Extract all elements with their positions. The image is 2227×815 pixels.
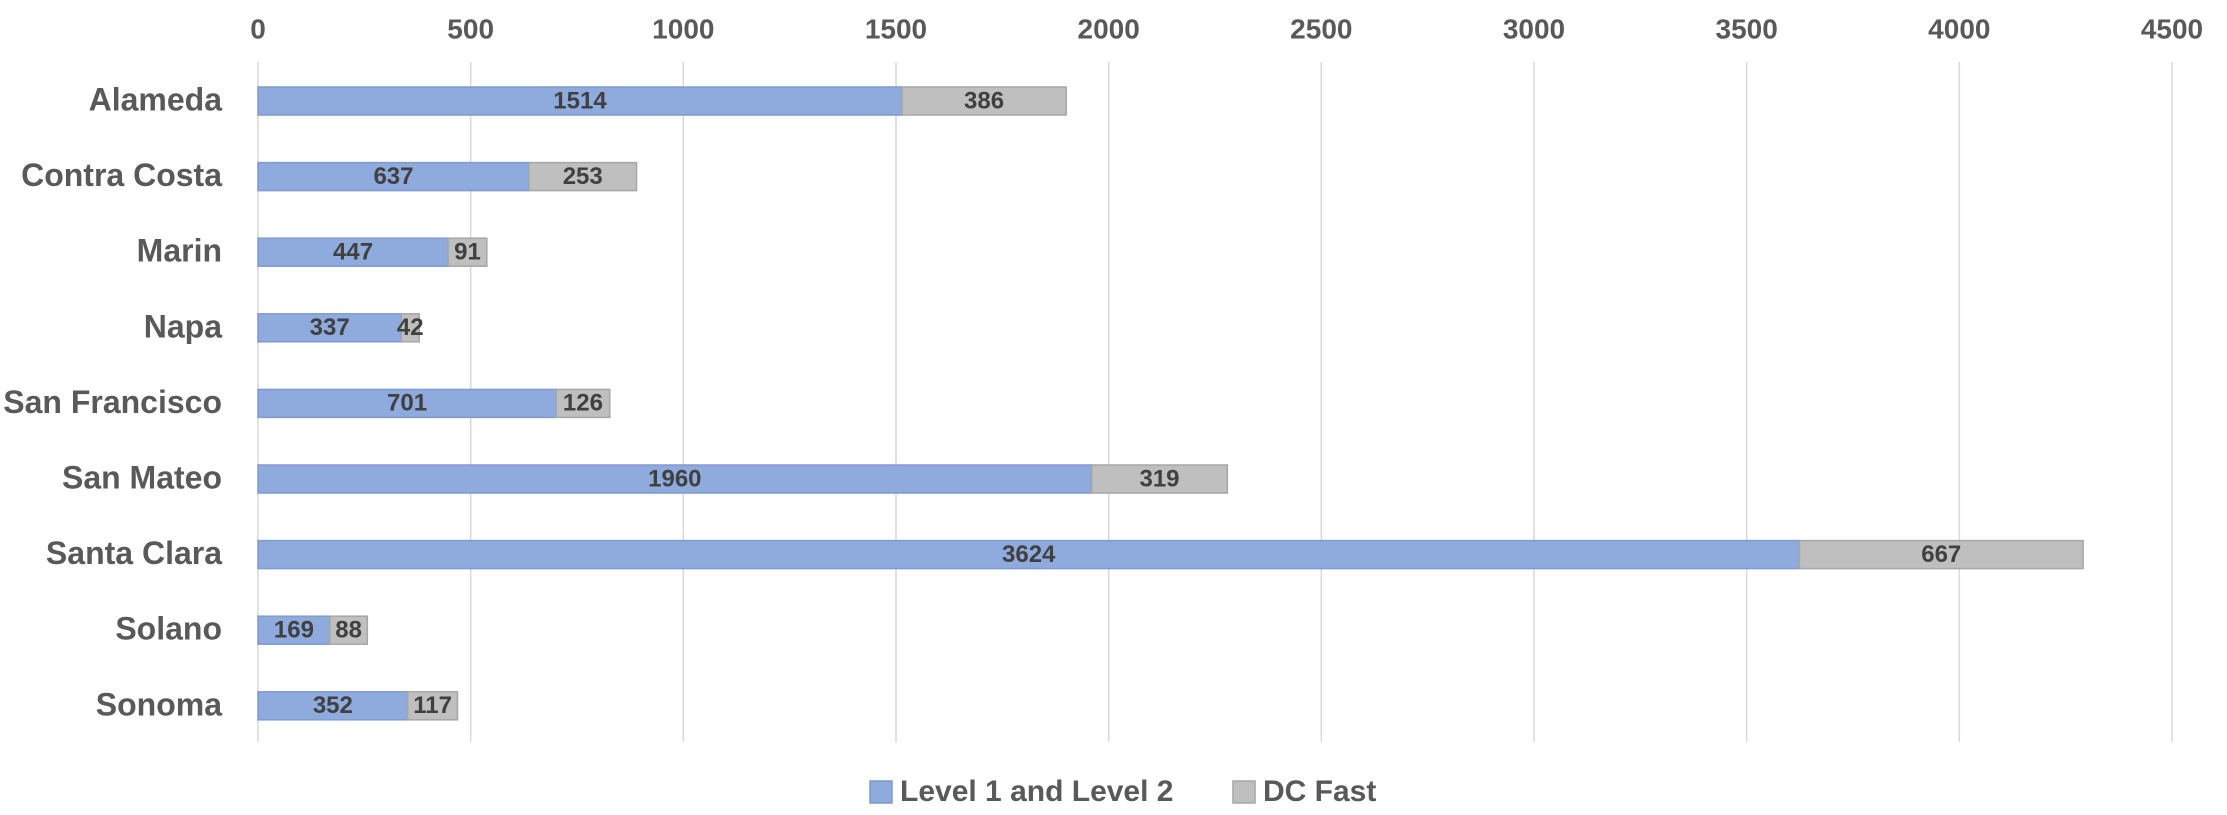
data-label: 637 [373,163,413,190]
data-label: 447 [333,239,373,266]
data-label: 319 [1139,465,1179,492]
bar-solano-series-1 [329,615,369,645]
category-label: Sonoma [96,686,222,722]
legend-swatch [869,780,893,804]
bar-marin-series-0 [257,237,449,267]
x-tick-label: 2000 [1078,13,1140,44]
data-label: 1514 [553,87,607,114]
legend-label: Level 1 and Level 2 [900,775,1173,808]
x-tick-label: 1000 [652,13,714,44]
bar-solano-series-0 [257,615,331,645]
bar-napa-series-1 [400,313,420,343]
x-tick-label: 3500 [1716,13,1778,44]
category-label: Napa [144,308,222,344]
data-label: 126 [563,390,603,417]
category-label: Contra Costa [21,157,222,193]
data-label: 337 [310,314,350,341]
bar-sonoma-series-1 [406,691,459,721]
data-label: 1960 [648,465,701,492]
data-label: 3624 [1002,541,1056,568]
category-label: Marin [137,233,222,269]
bar-marin-series-1 [447,237,488,267]
x-tick-label: 1500 [865,13,927,44]
bar-san-mateo-series-1 [1090,464,1229,494]
bar-san-mateo-series-0 [257,464,1093,494]
bars [257,86,2084,721]
data-label: 42 [397,314,424,341]
x-axis-ticks: 0 500 1000 1500 2000 2500 3000 3500 4000 4500 [250,13,2203,44]
category-label: Santa Clara [46,535,222,571]
data-labels: 1514 386 637 253 447 91 337 42 701 126 1960 319 3624… [274,87,1961,719]
legend-swatch [1232,780,1256,804]
category-label: Alameda [89,81,223,117]
category-label: Solano [115,611,222,647]
data-label: 701 [387,390,427,417]
data-label: 117 [413,692,452,719]
x-tick-label: 3000 [1503,13,1565,44]
x-tick-label: 2500 [1290,13,1352,44]
category-label: San Mateo [62,459,222,495]
x-tick-label: 4000 [1928,13,1990,44]
legend-label: DC Fast [1263,775,1376,808]
category-labels: Alameda Contra Costa Marin Napa San Francisc… [3,81,222,722]
category-label: San Francisco [3,384,222,420]
data-label: 88 [335,617,362,644]
data-label: 386 [964,87,1004,114]
data-label: 169 [274,617,314,644]
data-label: 253 [563,163,603,190]
x-tick-label: 500 [447,13,494,44]
bar-sonoma-series-0 [257,691,409,721]
x-tick-label: 4500 [2141,13,2203,44]
bar-napa-series-0 [257,313,403,343]
bar-alameda-series-1 [901,86,1067,116]
bar-contra-costa-series-0 [257,161,530,192]
legend: Level 1 and Level 2 DC Fast [869,775,1376,808]
bar-san-francisco-series-1 [555,388,611,419]
x-tick-label: 0 [250,13,266,44]
data-label: 352 [313,692,353,719]
bar-santa-clara-series-1 [1798,539,2084,570]
bar-contra-costa-series-1 [528,161,638,192]
data-label: 91 [454,239,481,266]
data-label: 667 [1921,541,1961,568]
